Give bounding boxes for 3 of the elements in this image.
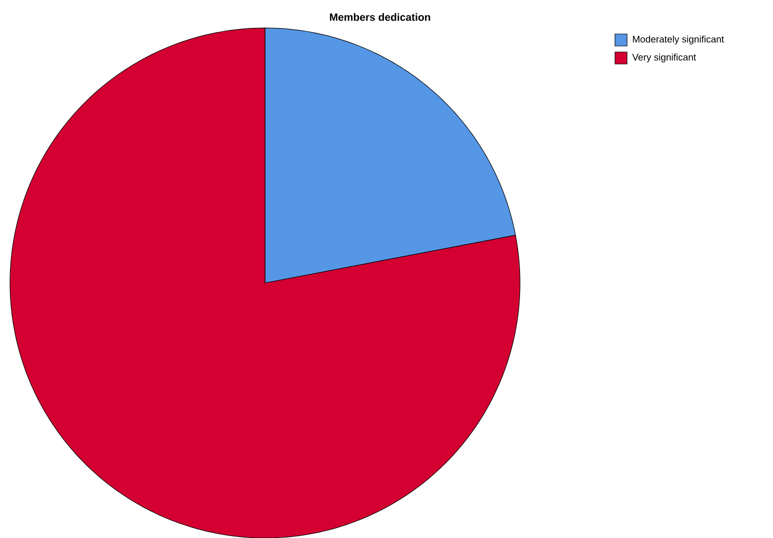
legend-label: Moderately significant <box>632 35 724 44</box>
chart-title: Members dedication <box>330 12 430 21</box>
legend-label: Very significant <box>632 53 696 62</box>
